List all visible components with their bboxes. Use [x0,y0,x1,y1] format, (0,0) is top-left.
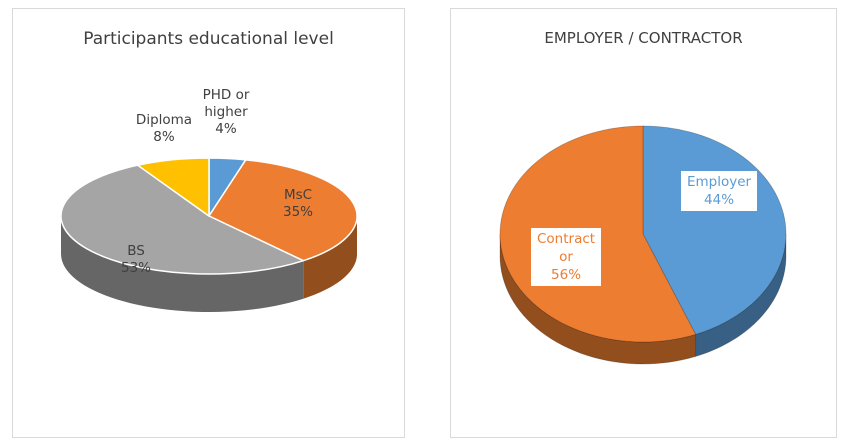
employer-chart-panel: EMPLOYER / CONTRACTOR Employer 44% Contr… [450,8,837,438]
label-employer: Employer 44% [681,171,758,211]
education-chart-title: Participants educational level [83,29,334,49]
label-phd: PHD or higher 4% [202,87,250,137]
education-chart-panel: Participants educational level PHD or hi… [12,8,405,438]
label-diploma: Diploma 8% [135,112,193,145]
label-bs: BS 53% [120,243,151,276]
education-pie-chart [60,157,358,312]
slice-side-bs [61,216,304,312]
label-msc: MsC 35% [282,187,313,220]
slice-diploma [136,157,210,217]
slice-bs [60,164,305,275]
slice-msc [208,159,358,262]
employer-chart-title: EMPLOYER / CONTRACTOR [544,29,743,47]
slice-side-msc [303,216,357,299]
label-contractor: Contract or 56% [531,228,602,286]
employer-pie-chart [499,125,787,365]
